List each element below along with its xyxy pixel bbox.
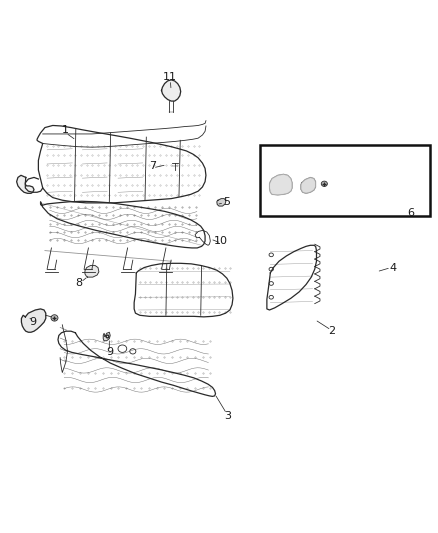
- Ellipse shape: [51, 315, 58, 321]
- Text: 10: 10: [214, 236, 228, 246]
- Text: 9: 9: [106, 348, 113, 358]
- Bar: [260, 144, 430, 216]
- Polygon shape: [269, 174, 292, 195]
- Ellipse shape: [321, 181, 327, 187]
- Text: 1: 1: [62, 125, 69, 135]
- Polygon shape: [162, 80, 181, 101]
- Text: 9: 9: [29, 317, 36, 327]
- Polygon shape: [21, 309, 46, 332]
- Polygon shape: [301, 177, 316, 193]
- Text: 8: 8: [75, 278, 82, 288]
- Text: 6: 6: [407, 208, 414, 219]
- Polygon shape: [85, 265, 99, 277]
- Polygon shape: [103, 332, 110, 341]
- Polygon shape: [217, 199, 226, 206]
- Text: 2: 2: [328, 326, 336, 336]
- Text: 3: 3: [224, 411, 231, 421]
- Text: 7: 7: [149, 161, 156, 171]
- Polygon shape: [17, 175, 34, 193]
- Text: 4: 4: [389, 263, 397, 272]
- Text: 5: 5: [223, 197, 230, 207]
- Text: 11: 11: [163, 71, 177, 82]
